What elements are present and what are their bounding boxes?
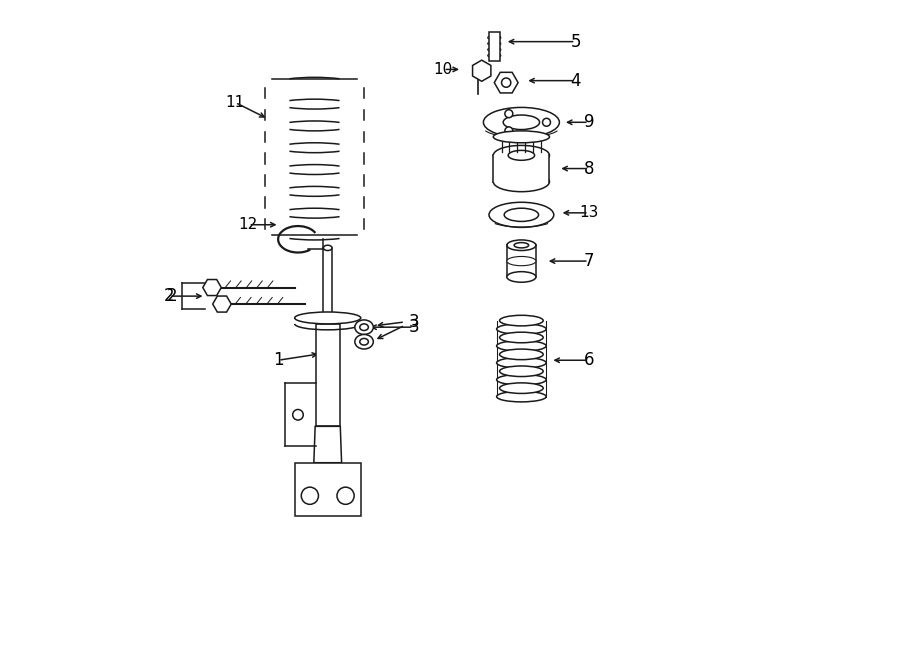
Text: 6: 6 bbox=[583, 351, 594, 369]
Circle shape bbox=[543, 118, 551, 126]
Ellipse shape bbox=[507, 256, 536, 266]
Text: 2: 2 bbox=[167, 287, 177, 305]
Text: 3: 3 bbox=[409, 318, 419, 336]
Bar bbox=[493, 155, 550, 182]
Ellipse shape bbox=[508, 150, 535, 160]
Circle shape bbox=[505, 110, 513, 118]
Ellipse shape bbox=[497, 391, 546, 402]
Text: 4: 4 bbox=[571, 71, 580, 90]
Ellipse shape bbox=[500, 383, 544, 393]
Text: 1: 1 bbox=[273, 351, 284, 369]
Ellipse shape bbox=[360, 338, 368, 345]
Ellipse shape bbox=[360, 324, 368, 330]
Text: 8: 8 bbox=[583, 159, 594, 178]
Text: 9: 9 bbox=[583, 113, 594, 132]
Text: 7: 7 bbox=[583, 252, 594, 270]
Ellipse shape bbox=[497, 374, 546, 385]
Ellipse shape bbox=[500, 315, 544, 326]
Circle shape bbox=[501, 78, 511, 87]
Polygon shape bbox=[314, 426, 342, 463]
Text: 5: 5 bbox=[571, 32, 580, 51]
Ellipse shape bbox=[504, 208, 538, 221]
Text: 11: 11 bbox=[226, 95, 245, 110]
Ellipse shape bbox=[514, 243, 528, 248]
Bar bbox=[323, 248, 332, 324]
Circle shape bbox=[292, 409, 303, 420]
Ellipse shape bbox=[355, 334, 374, 349]
Ellipse shape bbox=[503, 115, 540, 130]
Ellipse shape bbox=[483, 108, 560, 137]
Bar bbox=[489, 32, 500, 61]
Text: 10: 10 bbox=[434, 62, 453, 77]
Ellipse shape bbox=[489, 202, 554, 227]
Ellipse shape bbox=[355, 320, 374, 334]
Circle shape bbox=[302, 487, 319, 504]
Text: 2: 2 bbox=[164, 287, 175, 305]
Bar bbox=[294, 463, 361, 516]
Ellipse shape bbox=[493, 131, 550, 143]
Text: 3: 3 bbox=[409, 313, 419, 331]
Ellipse shape bbox=[507, 240, 536, 251]
Ellipse shape bbox=[500, 349, 544, 360]
Ellipse shape bbox=[294, 312, 361, 324]
Ellipse shape bbox=[507, 272, 536, 282]
Bar bbox=[316, 324, 339, 426]
Ellipse shape bbox=[497, 324, 546, 334]
Text: 13: 13 bbox=[579, 206, 599, 220]
Ellipse shape bbox=[493, 172, 550, 192]
Circle shape bbox=[337, 487, 355, 504]
Circle shape bbox=[505, 127, 513, 135]
Ellipse shape bbox=[500, 366, 544, 377]
Ellipse shape bbox=[497, 358, 546, 368]
Ellipse shape bbox=[500, 332, 544, 343]
Ellipse shape bbox=[323, 245, 332, 251]
Ellipse shape bbox=[497, 340, 546, 351]
Ellipse shape bbox=[493, 145, 550, 165]
Text: 12: 12 bbox=[238, 217, 258, 232]
